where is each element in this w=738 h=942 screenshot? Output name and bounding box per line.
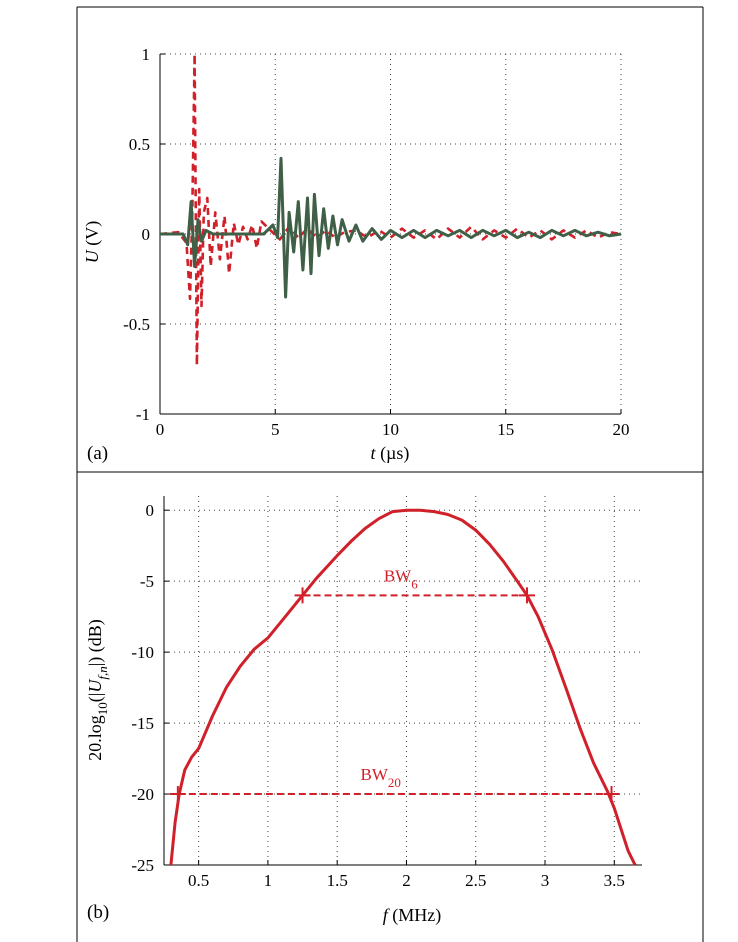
panel-b-xtick-label: 2 bbox=[402, 871, 411, 890]
panel-a-series bbox=[159, 52, 622, 367]
bw-label: BW6 bbox=[384, 566, 418, 591]
bw-label-sub: 6 bbox=[411, 576, 418, 591]
panel-a-xtick-label: 10 bbox=[382, 420, 399, 439]
panel-a-label: (a) bbox=[87, 443, 108, 464]
panel-a-time-signal: 0 5 10 15 20 -1 -0.5 0 0.5 1 (a) t (µs) U (V) bbox=[82, 45, 630, 464]
panel-a-xtick-label: 0 bbox=[156, 420, 165, 439]
panel-a-tick-labels: 0 5 10 15 20 -1 -0.5 0 0.5 1 bbox=[123, 45, 629, 439]
panel-b-xtick-label: 3.5 bbox=[604, 871, 625, 890]
panel-a-ytick-label: 1 bbox=[142, 45, 151, 64]
panel-a-xtick-label: 20 bbox=[613, 420, 630, 439]
panel-b-xtick-label: 1.5 bbox=[327, 871, 348, 890]
panel-a-ytick-label: 0 bbox=[142, 225, 151, 244]
panel-b-xtick-label: 2.5 bbox=[465, 871, 486, 890]
panel-b-ytick-label: -25 bbox=[131, 856, 154, 875]
panel-a-xlabel: t (µs) bbox=[371, 443, 410, 464]
panel-b-xtick-label: 0.5 bbox=[188, 871, 209, 890]
panel-b-grid bbox=[164, 496, 642, 866]
panel-b-ylabel: 20.log10(|Uf,n|) (dB) bbox=[85, 619, 110, 761]
panel-b-ytick-label: -15 bbox=[131, 714, 154, 733]
panel-a-ylabel: U (V) bbox=[82, 221, 103, 264]
panel-b-ytick-label: -10 bbox=[131, 643, 154, 662]
panel-b-series-line-1 bbox=[169, 508, 637, 866]
bw-label-main: BW bbox=[360, 765, 388, 784]
panel-b-xtick-label: 1 bbox=[264, 871, 273, 890]
panel-b-xlabel: f (MHz) bbox=[383, 905, 442, 926]
panel-b-ytick-label: -20 bbox=[131, 785, 154, 804]
panel-b-ytick-label: -5 bbox=[140, 572, 154, 591]
panel-a-ytick-label: -0.5 bbox=[123, 315, 150, 334]
panel-b-tick-labels: 0.5 1 1.5 2 2.5 3 3.5 -25 -20 -15 -10 -5 0 bbox=[131, 501, 625, 890]
panel-b-ytick-label: 0 bbox=[146, 501, 155, 520]
panel-b-series bbox=[169, 508, 637, 866]
panel-a-ytick-label: 0.5 bbox=[129, 135, 150, 154]
panel-b-label: (b) bbox=[87, 902, 109, 923]
panel-a-xtick-label: 5 bbox=[271, 420, 280, 439]
panel-b-xtick-label: 3 bbox=[541, 871, 550, 890]
panel-a-ytick-label: -1 bbox=[136, 405, 150, 424]
bw-label-main: BW bbox=[384, 566, 412, 585]
panel-a-series-line-2 bbox=[160, 156, 622, 299]
panel-a-xtick-label: 15 bbox=[497, 420, 514, 439]
bw-label: BW20 bbox=[360, 765, 400, 790]
panel-b-axes bbox=[163, 496, 642, 866]
bw-label-sub: 20 bbox=[388, 775, 401, 790]
